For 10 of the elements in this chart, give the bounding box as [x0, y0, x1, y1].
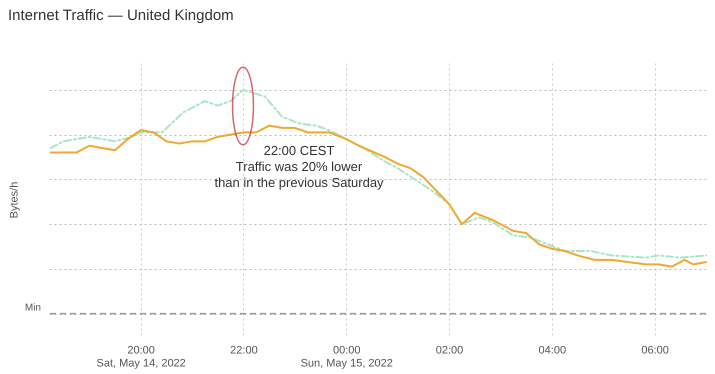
x-tick-label: 00:00 Sun, May 15, 2022	[300, 344, 393, 370]
x-tick-label: 06:00	[641, 344, 669, 356]
x-tick-label: 04:00	[538, 344, 566, 356]
y-axis-title: Bytes/h	[8, 182, 20, 218]
x-tick-label: 02:00	[436, 344, 464, 356]
chart-title: Internet Traffic — United Kingdom	[8, 7, 234, 24]
ref-line-label: Min	[24, 302, 41, 314]
x-tick-label: 20:00 Sat, May 14, 2022	[96, 344, 186, 370]
annotation: 22:00 CEST Traffic was 20% lower than in the previous Saturday	[214, 143, 384, 190]
x-tick-label: 22:00	[230, 344, 258, 356]
